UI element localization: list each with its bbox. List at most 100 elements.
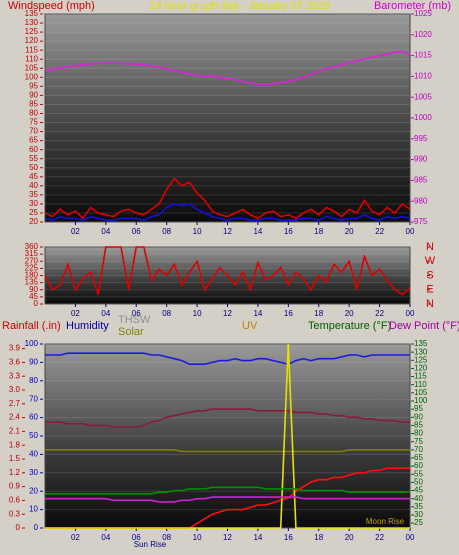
y-tick-label: 50 <box>29 431 38 440</box>
x-tick-label: 10 <box>193 533 202 542</box>
series-line <box>44 246 411 296</box>
series-line <box>44 50 411 86</box>
y-tick-label: 100 <box>25 339 39 348</box>
y-tick-label: 80 <box>29 109 38 118</box>
y2-tick-label: 135 <box>414 339 428 348</box>
x-tick-label: 04 <box>101 533 110 542</box>
x-tick-label: 18 <box>314 227 323 236</box>
x-tick-label: 02 <box>71 227 80 236</box>
x-tick-label: 18 <box>314 309 323 318</box>
x-tick-label: 18 <box>314 533 323 542</box>
x-tick-label: 00 <box>406 533 415 542</box>
x-tick-label: 02 <box>71 309 80 318</box>
x-tick-label: 14 <box>253 309 262 318</box>
y-tick-label: 50 <box>29 163 38 172</box>
x-tick-label: 08 <box>162 309 171 318</box>
y2-tick-label: 25 <box>414 518 423 527</box>
x-tick-label: 06 <box>132 309 141 318</box>
y3-tick-label: 2.7 <box>9 399 21 408</box>
x-tick-label: 06 <box>132 533 141 542</box>
x-tick-label: 08 <box>162 227 171 236</box>
y-tick-label: 30 <box>29 199 38 208</box>
y-tick-label: 180 <box>25 271 39 280</box>
annotation: Sun Rise <box>134 540 167 549</box>
y-tick-label: 45 <box>29 172 38 181</box>
y2-tick-label: 985 <box>414 176 428 185</box>
x-tick-label: 02 <box>71 533 80 542</box>
y-tick-label: 75 <box>29 118 38 127</box>
y3-tick-label: 2.1 <box>9 427 21 436</box>
x-tick-label: 04 <box>101 309 110 318</box>
y2-tick-label: 1015 <box>414 51 432 60</box>
y3-tick-label: 2.4 <box>9 413 21 422</box>
y-tick-label: 20 <box>29 217 38 226</box>
y-tick-label: 90 <box>29 285 38 294</box>
y3-tick-label: 1.2 <box>9 468 21 477</box>
y2-tick-label: 70 <box>414 445 423 454</box>
chart-title: 24 hour graph day - January 07 2026 <box>149 0 330 12</box>
y2-tick-label: 95 <box>414 404 423 413</box>
y-tick-label: 135 <box>25 9 39 18</box>
y-tick-label: 65 <box>29 136 38 145</box>
y2-tick-label: 35 <box>414 502 423 511</box>
x-tick-label: 10 <box>193 309 202 318</box>
y2-tick-label: 1005 <box>414 92 432 101</box>
y3-tick-label: 3.3 <box>9 371 21 380</box>
y-tick-label: 70 <box>29 127 38 136</box>
y2-tick-label: 65 <box>414 453 423 462</box>
y2-tick-label: 115 <box>414 372 427 381</box>
y-tick-label: 70 <box>29 394 38 403</box>
y-tick-label: 100 <box>25 72 39 81</box>
y2-tick-label: 980 <box>414 196 428 205</box>
y-axis-label: Windspeed (mph) <box>8 0 95 12</box>
y-tick-label: 0 <box>34 523 39 532</box>
x-tick-label: 22 <box>375 309 384 318</box>
series-line <box>45 449 410 453</box>
y-tick-label: 315 <box>25 249 39 258</box>
y3-tick-label: 3.0 <box>9 385 21 394</box>
x-tick-label: 06 <box>132 227 141 236</box>
x-tick-label: 16 <box>284 227 293 236</box>
x-tick-label: 22 <box>375 533 384 542</box>
x-tick-label: 20 <box>345 533 354 542</box>
y-tick-label: 60 <box>29 145 38 154</box>
y-tick-label: 55 <box>29 154 38 163</box>
y2-tick-label: 130 <box>414 347 428 356</box>
y-tick-label: 225 <box>25 263 39 272</box>
plot-area <box>44 13 411 223</box>
series-line <box>45 496 410 503</box>
y2-tick-label: 85 <box>414 421 423 430</box>
y-tick-label: 80 <box>29 376 38 385</box>
y-tick-label: 30 <box>29 468 38 477</box>
y-tick-label: 110 <box>25 54 38 63</box>
y-tick-label: 35 <box>29 190 38 199</box>
y-tick-label: 360 <box>25 242 39 251</box>
y2-tick-label: 995 <box>414 134 428 143</box>
y-tick-label: 10 <box>29 505 38 514</box>
y3-tick-label: 1.8 <box>9 440 21 449</box>
legend-entry: Solar <box>118 326 144 338</box>
legend-entry: Temperature (°F) <box>308 320 391 332</box>
y-tick-label: 60 <box>29 413 38 422</box>
y-tick-label: 115 <box>25 45 38 54</box>
y-tick-label: 85 <box>29 100 38 109</box>
x-tick-label: 10 <box>193 227 202 236</box>
series-line <box>44 203 411 222</box>
x-tick-label: 20 <box>345 227 354 236</box>
y2-tick-label: 45 <box>414 486 423 495</box>
y2-axis-label: Barometer (mb) <box>374 0 451 12</box>
y2-tick-label: 1010 <box>414 72 432 81</box>
y3-tick-label: 0 <box>16 523 21 532</box>
y-tick-label: 120 <box>25 36 39 45</box>
y-tick-label: 105 <box>25 63 39 72</box>
y-tick-label: 270 <box>25 256 39 265</box>
y2-tick-label: 50 <box>414 478 423 487</box>
y2-tick-label: 80 <box>414 429 423 438</box>
legend-entry: Dew Point (°F) <box>389 320 459 332</box>
y2-tick-label: 1025 <box>414 9 432 18</box>
y2-tick-label: 55 <box>414 469 423 478</box>
legend-entry: UV <box>242 320 258 332</box>
y2-tick-label: 120 <box>414 364 428 373</box>
y2-tick-label: 110 <box>414 380 427 389</box>
y3-tick-label: 0.6 <box>9 496 21 505</box>
